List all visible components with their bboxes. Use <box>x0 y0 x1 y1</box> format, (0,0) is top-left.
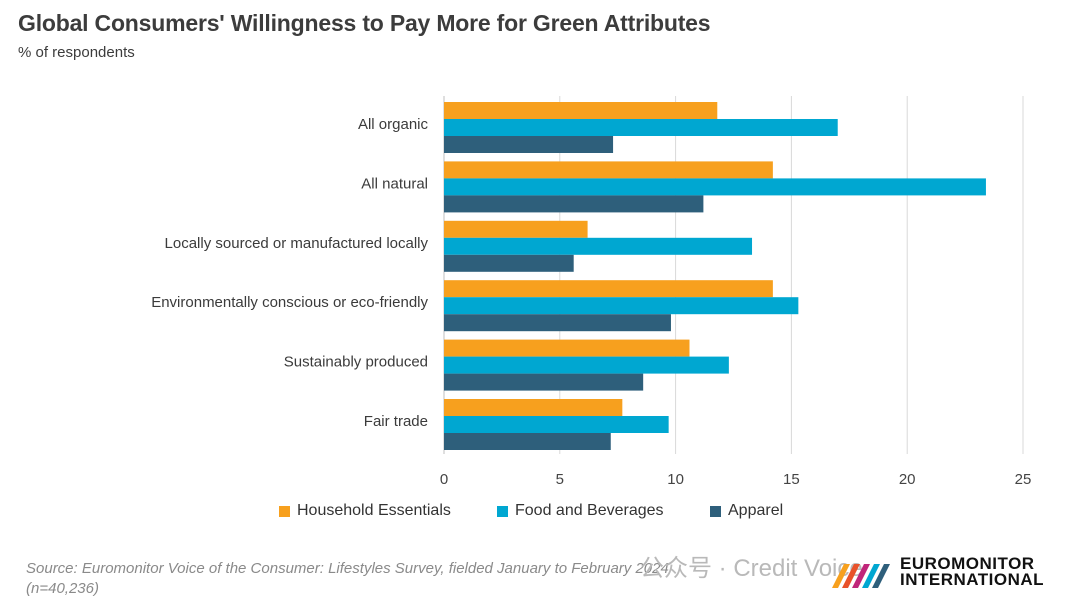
bar-household-essentials <box>444 280 773 298</box>
bar-apparel <box>444 314 671 332</box>
legend-swatch-food <box>497 505 508 517</box>
legend-label-food: Food and Beverages <box>515 502 664 519</box>
legend: Household Essentials Food and Beverages … <box>0 502 1080 526</box>
x-tick-label: 20 <box>899 471 916 488</box>
bar-food-and-beverages <box>444 297 799 315</box>
bar-food-and-beverages <box>444 356 729 374</box>
chart-subtitle: % of respondents <box>18 44 135 61</box>
x-tick-label: 25 <box>1015 471 1032 488</box>
bar-chart: All organic All natural Locally sourced or… <box>151 96 1032 488</box>
bar-food-and-beverages <box>444 119 838 136</box>
bar-apparel <box>444 373 644 391</box>
source-line-2: (n=40,236) <box>26 580 99 597</box>
legend-label-apparel: Apparel <box>728 502 784 519</box>
bars <box>444 102 986 450</box>
chart-title: Global Consumers' Willingness to Pay Mor… <box>18 10 711 36</box>
source-note: Source: Euromonitor Voice of the Consume… <box>26 559 726 599</box>
logo-mark-icon <box>832 564 890 588</box>
category-labels: All organic All natural Locally sourced or… <box>151 116 428 430</box>
x-axis-ticks: 0 5 10 15 20 25 <box>440 471 1032 488</box>
x-tick-label: 15 <box>783 471 800 488</box>
x-tick-label: 5 <box>556 471 564 488</box>
category-label: All organic <box>358 116 429 133</box>
logo-text: EUROMONITOR INTERNATIONAL <box>900 554 1045 589</box>
bar-food-and-beverages <box>444 416 669 433</box>
logo-line-2: INTERNATIONAL <box>900 570 1045 589</box>
category-label: Environmentally conscious or eco-friendl… <box>151 294 428 311</box>
bar-food-and-beverages <box>444 237 753 255</box>
bar-household-essentials <box>444 102 718 119</box>
legend-label-household: Household Essentials <box>297 502 451 519</box>
bar-household-essentials <box>444 399 623 416</box>
legend-item-apparel: Apparel <box>710 502 783 520</box>
grid-lines <box>443 96 1024 454</box>
category-label: All natural <box>361 175 428 192</box>
bar-food-and-beverages <box>444 178 986 196</box>
x-tick-label: 10 <box>667 471 684 488</box>
category-label: Locally sourced or manufactured locally <box>165 235 429 252</box>
euromonitor-logo: EUROMONITOR INTERNATIONAL <box>830 554 1050 592</box>
bar-apparel <box>444 136 614 153</box>
x-tick-label: 0 <box>440 471 448 488</box>
category-label: Sustainably produced <box>284 354 428 371</box>
logo-line-1: EUROMONITOR <box>900 554 1035 573</box>
legend-swatch-apparel <box>710 505 721 517</box>
legend-item-food: Food and Beverages <box>497 502 664 520</box>
legend-swatch-household <box>279 505 290 517</box>
watermark: 公众号 · Credit Voice <box>640 555 863 582</box>
category-label: Fair trade <box>364 413 428 430</box>
bar-household-essentials <box>444 220 588 238</box>
bar-household-essentials <box>444 161 773 179</box>
legend-item-household: Household Essentials <box>279 502 451 520</box>
bar-apparel <box>444 433 611 450</box>
source-line-1: Source: Euromonitor Voice of the Consume… <box>26 560 669 577</box>
bar-apparel <box>444 195 704 213</box>
bar-apparel <box>444 254 574 272</box>
bar-household-essentials <box>444 339 690 357</box>
